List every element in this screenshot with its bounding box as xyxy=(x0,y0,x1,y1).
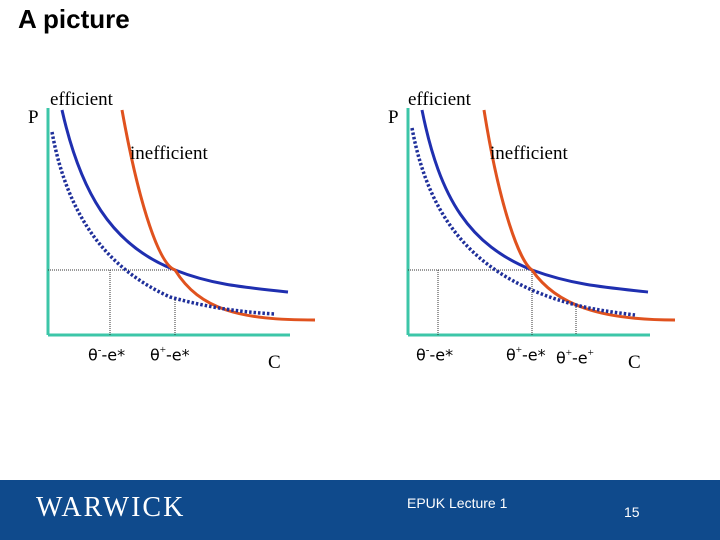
footer-bar: WARWICK EPUK Lecture 1 15 xyxy=(0,480,720,540)
left-tick-1-label: θ--e* xyxy=(88,344,126,365)
right-panel xyxy=(406,108,676,337)
right-inefficient-label: inefficient xyxy=(490,143,568,164)
left-inefficient-curve xyxy=(120,109,316,322)
warwick-logo: WARWICK xyxy=(36,492,186,523)
right-efficient-curve xyxy=(420,109,649,294)
slide-title: A picture xyxy=(18,4,130,34)
left-dotted-curve xyxy=(50,131,276,316)
right-x-axis-label: C xyxy=(628,352,641,373)
left-panel xyxy=(46,108,316,337)
left-efficient-curve xyxy=(60,109,289,294)
right-tick-3-label: θ+-e+ xyxy=(556,347,594,368)
right-y-axis-label: P xyxy=(388,107,399,128)
left-tick-2-label: θ+-e* xyxy=(150,344,190,365)
left-x-axis-label: C xyxy=(268,352,281,373)
right-inefficient-curve xyxy=(482,109,676,322)
left-inefficient-label: inefficient xyxy=(130,143,208,164)
right-tick-1-label: θ--e* xyxy=(416,344,454,365)
lecture-name: EPUK Lecture 1 xyxy=(407,495,508,511)
left-y-axis-label: P xyxy=(28,107,39,128)
right-tick-2-label: θ+-e* xyxy=(506,344,546,365)
diagram xyxy=(46,108,676,337)
left-efficient-label: efficient xyxy=(50,89,113,110)
page-number: 15 xyxy=(624,504,640,520)
right-efficient-label: efficient xyxy=(408,89,471,110)
